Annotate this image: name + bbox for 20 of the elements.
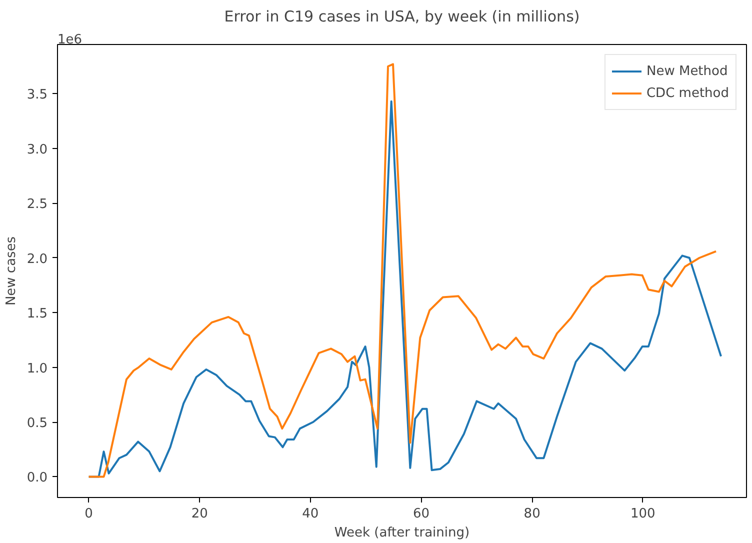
y-tick-label: 2.5 — [26, 197, 48, 212]
y-tick-label: 3.0 — [26, 142, 48, 158]
x-tick-label: 40 — [302, 506, 319, 522]
y-tick-label: 3.5 — [26, 88, 48, 103]
annotation: 1e6 — [58, 32, 82, 48]
chart-title: Error in C19 cases in USA, by week (in millions) — [224, 8, 580, 26]
y-tick-label: 0.5 — [26, 416, 48, 431]
y-tick-label: 1.5 — [26, 306, 48, 322]
y-tick-label: 1.0 — [26, 361, 48, 376]
x-tick-label: 100 — [630, 506, 656, 522]
x-tick-label: 20 — [191, 506, 208, 522]
y-tick-label: 2.0 — [26, 252, 48, 267]
x-tick-label: 60 — [412, 506, 430, 522]
x-tick-label: 80 — [524, 506, 540, 522]
y-tick-label: 0.0 — [26, 470, 48, 486]
y-axis-title: New cases — [4, 236, 19, 306]
legend-label: New Method — [646, 64, 728, 78]
x-tick-label: 0 — [84, 506, 93, 522]
legend-label: CDC method — [646, 86, 729, 100]
x-axis-title: Week (after training) — [334, 526, 470, 540]
